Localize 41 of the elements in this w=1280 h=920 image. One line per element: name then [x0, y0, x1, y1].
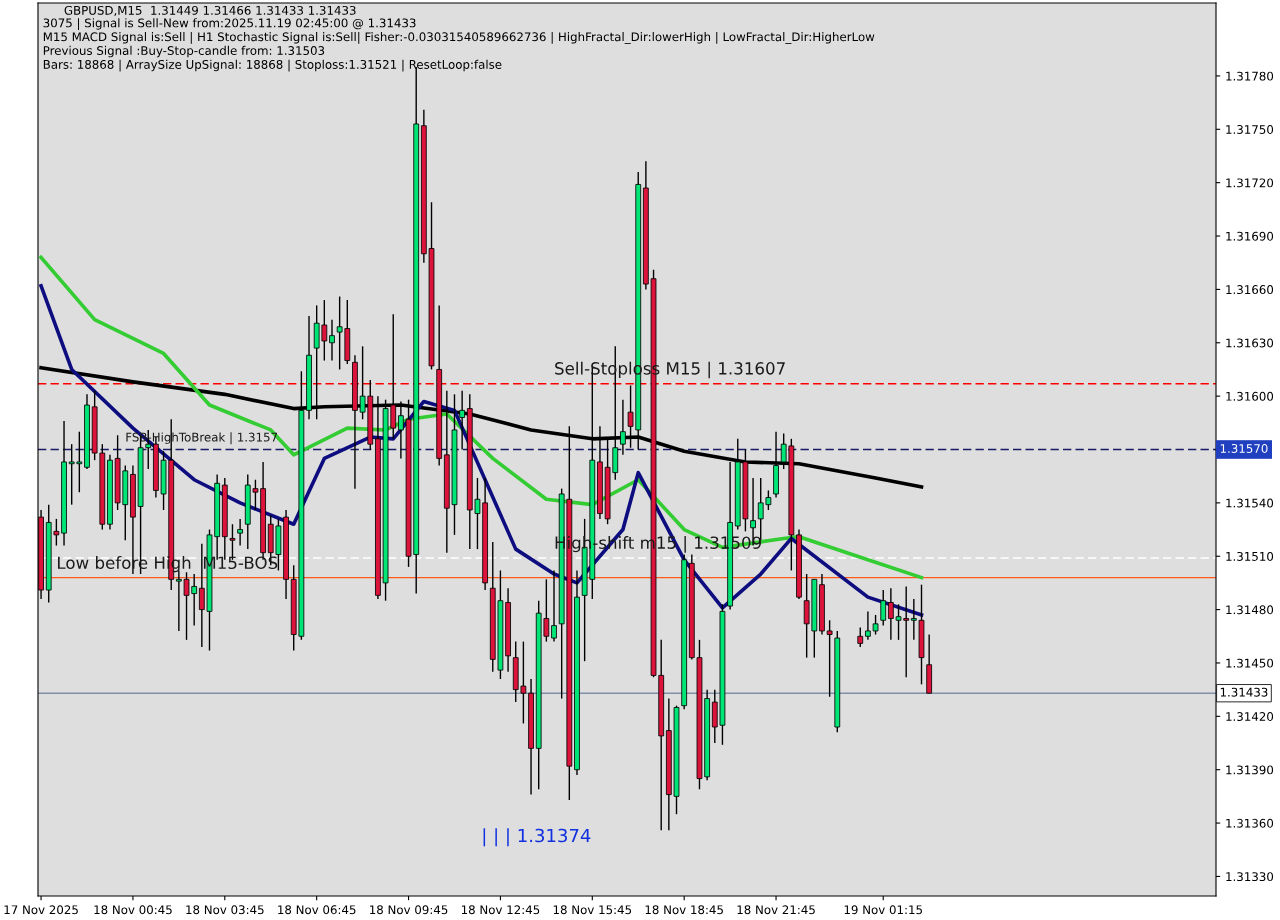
- candlestick: [329, 318, 335, 362]
- y-tick-label: 1.31480: [1226, 605, 1274, 615]
- annotation: M15 MACD Signal is:Sell | H1 Stochastic Signal is:Sell| Fisher:-0.03031540589662736 | HighFractal_Dir:lowerHigh | LowFractal_Dir:HigherLow: [43, 32, 875, 44]
- x-tick-label: 18 Nov 21:45: [737, 905, 815, 915]
- y-tick-label: 1.31600: [1226, 391, 1274, 401]
- annotation: Bars: 18868 | ArraySize UpSignal: 18868 | Stoploss:1.31521 | ResetLoop:false: [43, 59, 502, 72]
- candlestick: [857, 626, 864, 648]
- candlestick: [551, 569, 557, 643]
- y-tick-label: 1.31390: [1226, 765, 1274, 775]
- x-tick-label: 18 Nov 15:45: [553, 905, 632, 915]
- y-tick-label: 1.31720: [1226, 178, 1274, 188]
- annotation: Previous Signal :Buy-Stop-candle from: 1.31503: [43, 45, 325, 58]
- y-tick-label: 1.31330: [1226, 872, 1274, 882]
- annotation: 3075 | Signal is Sell-New from:2025.11.19 02:45:00 @ 1.31433: [43, 18, 416, 30]
- y-tick-label: 1.31630: [1226, 338, 1274, 348]
- x-tick-label: 18 Nov 18:45: [645, 905, 723, 915]
- ref-line-label: 1.31433: [1220, 687, 1268, 697]
- y-tick-label: 1.31660: [1226, 285, 1274, 295]
- y-tick-label: 1.31540: [1226, 498, 1274, 508]
- x-tick-label: 18 Nov 00:45: [94, 905, 172, 915]
- y-tick-label: 1.31750: [1226, 125, 1274, 134]
- x-tick-label: 18 Nov 12:45: [461, 905, 540, 915]
- y-tick-label: 1.31450: [1226, 658, 1274, 668]
- candlestick: [880, 589, 887, 627]
- x-tick-label: 18 Nov 03:45: [186, 905, 264, 915]
- x-tick-label: 18 Nov 06:45: [278, 905, 356, 915]
- y-tick-label: 1.31690: [1226, 231, 1274, 241]
- candlestick: [237, 518, 243, 547]
- y-tick-label: 1.31420: [1226, 712, 1274, 721]
- candlestick: [459, 390, 466, 451]
- x-tick-label: 18 Nov 09:45: [370, 905, 448, 915]
- y-tick-label: 1.31360: [1226, 818, 1274, 828]
- x-tick-label: 17 Nov 2025: [4, 905, 78, 915]
- chart-title: GBPUSD,M15 1.31449 1.31466 1.31433 1.31433: [64, 5, 356, 17]
- x-tick-label: 19 Nov 01:15: [844, 905, 922, 915]
- annotation: | | | 1.31374: [483, 828, 591, 847]
- candlestick: [620, 398, 626, 456]
- text: 1.31570: [1220, 444, 1268, 453]
- y-tick-label: 1.31780: [1226, 71, 1274, 81]
- y-tick-label: 1.31510: [1226, 551, 1274, 561]
- candlestick: [826, 619, 833, 698]
